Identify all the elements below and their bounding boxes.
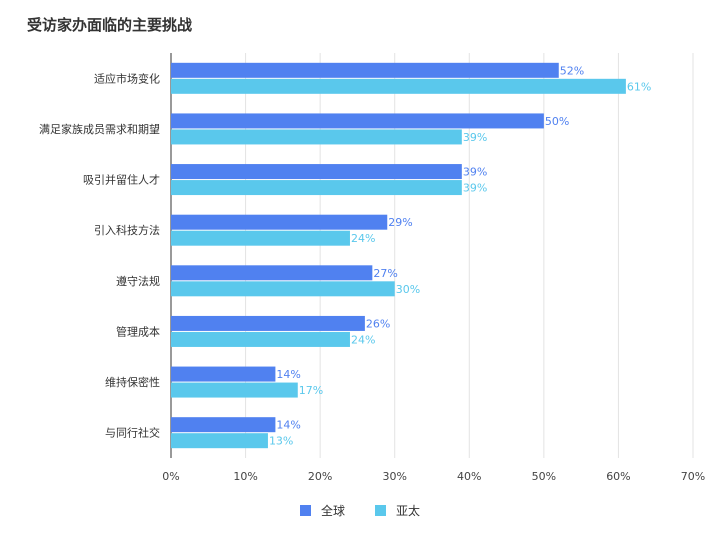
category-label: 吸引并留住人才 [83, 173, 160, 187]
category-label: 满足家族成员需求和期望 [39, 122, 160, 136]
category-label: 与同行社交 [105, 426, 160, 440]
legend-label-apac: 亚太 [396, 504, 421, 518]
data-label: 39% [463, 166, 487, 179]
category-label: 适应市场变化 [94, 71, 160, 85]
category-label: 引入科技方法 [94, 223, 160, 237]
x-tick-label: 20% [308, 470, 332, 483]
bar-global [171, 164, 462, 180]
x-tick-label: 50% [532, 470, 556, 483]
bar-apac [171, 331, 350, 347]
category-label: 管理成本 [116, 324, 160, 338]
bar-global [171, 366, 276, 382]
data-label: 17% [299, 384, 323, 397]
legend-swatch-apac [375, 505, 386, 516]
legend-label-global: 全球 [320, 504, 345, 518]
bar-apac [171, 180, 462, 196]
bar-apac [171, 230, 350, 246]
bar-apac [171, 382, 298, 398]
data-label: 26% [366, 317, 390, 330]
bar-apac [171, 433, 268, 449]
data-label: 14% [276, 368, 300, 381]
legend-item-apac[interactable]: 亚太 [375, 502, 420, 519]
bar-apac [171, 129, 462, 145]
category-label: 维持保密性 [105, 375, 160, 389]
category-label: 遵守法规 [116, 274, 160, 288]
x-tick-label: 70% [681, 470, 705, 483]
chart-title: 受访家办面临的主要挑战 [27, 16, 193, 34]
bar-chart: 0% 10% 20% 30% 40% 50% 60% 70% 适应市场变化 52% 61% 满足家族成… [39, 53, 705, 483]
data-label: 39% [463, 182, 487, 195]
data-label: 50% [545, 115, 569, 128]
bar-global [171, 62, 559, 78]
bar-global [171, 214, 388, 230]
legend: 全球 亚太 [0, 502, 720, 519]
data-label: 24% [351, 232, 375, 245]
bar-apac [171, 281, 395, 297]
data-label: 14% [276, 419, 300, 432]
data-label: 61% [627, 80, 651, 93]
bar-apac [171, 78, 626, 94]
x-tick-label: 60% [606, 470, 630, 483]
bar-global [171, 417, 276, 433]
data-label: 13% [269, 435, 293, 448]
data-label: 30% [396, 283, 420, 296]
bar-global [171, 113, 544, 129]
data-label: 27% [373, 267, 397, 280]
data-label: 29% [388, 216, 412, 229]
data-label: 24% [351, 333, 375, 346]
bar-global [171, 315, 365, 331]
legend-item-global[interactable]: 全球 [299, 502, 345, 519]
data-label: 39% [463, 131, 487, 144]
bar-global [171, 265, 373, 281]
x-tick-label: 0% [162, 470, 179, 483]
x-tick-label: 30% [382, 470, 406, 483]
data-label: 52% [560, 64, 584, 77]
x-tick-label: 40% [457, 470, 481, 483]
legend-swatch-global [299, 505, 311, 516]
x-tick-label: 10% [233, 470, 257, 483]
